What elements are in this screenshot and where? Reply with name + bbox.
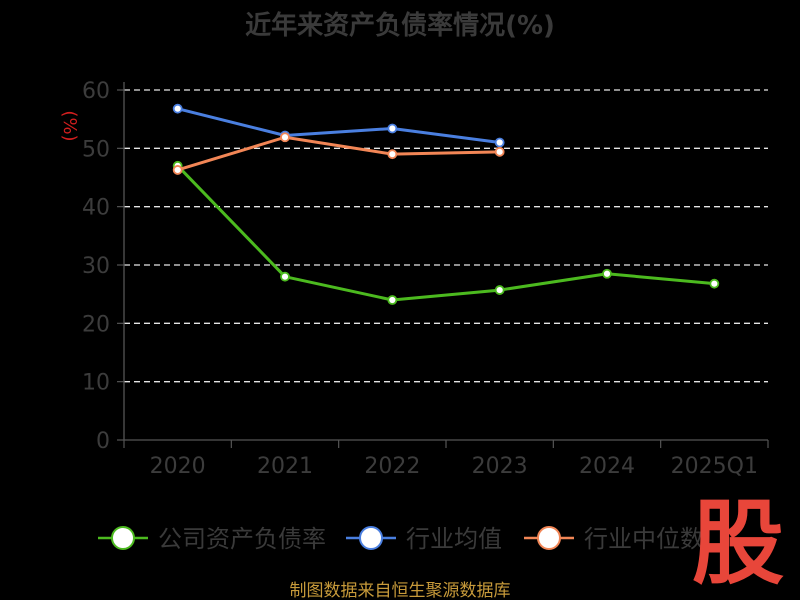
series-group <box>172 103 720 305</box>
data-point[interactable] <box>494 137 505 148</box>
y-tick-label: 50 <box>82 137 110 162</box>
x-tick-label: 2022 <box>364 454 420 479</box>
y-tick-label: 20 <box>82 312 110 337</box>
legend: 公司资产负债率 行业均值 行业中位数 <box>98 525 704 553</box>
source-note: 制图数据来自恒生聚源数据库 <box>290 581 511 600</box>
x-tick-label: 2023 <box>472 454 528 479</box>
data-point[interactable] <box>602 268 612 279</box>
series-line <box>176 164 715 302</box>
data-point[interactable] <box>709 278 720 289</box>
data-point[interactable] <box>387 295 398 305</box>
data-point[interactable] <box>280 271 290 282</box>
legend-marker[interactable] <box>111 526 135 550</box>
x-tick-label: 2024 <box>579 454 635 479</box>
x-tick-label: 2025Q1 <box>671 454 758 479</box>
data-point[interactable] <box>387 149 398 160</box>
legend-marker[interactable] <box>537 526 561 550</box>
y-tick-label: 0 <box>96 429 110 454</box>
watermark-logo: 股 <box>692 490 784 597</box>
data-point[interactable] <box>280 132 290 143</box>
legend-label[interactable]: 公司资产负债率 <box>158 525 326 553</box>
series-1 <box>172 103 505 148</box>
data-point[interactable] <box>494 146 505 157</box>
legend-label[interactable]: 行业中位数 <box>584 525 704 553</box>
data-point[interactable] <box>172 103 183 114</box>
y-tick-label: 30 <box>82 254 110 279</box>
data-point[interactable] <box>494 285 505 295</box>
y-axis-label: (%) <box>59 110 80 141</box>
y-tick-label: 10 <box>82 371 110 396</box>
y-tick-label: 60 <box>82 79 110 104</box>
series-line <box>177 107 500 144</box>
x-tick-label: 2020 <box>150 454 206 479</box>
series-2 <box>172 132 505 175</box>
data-point[interactable] <box>172 165 183 175</box>
y-tick-label: 40 <box>82 196 110 221</box>
chart-title: 近年来资产负债率情况(%) <box>245 10 555 41</box>
legend-marker[interactable] <box>359 526 383 550</box>
grid-lines <box>124 89 768 383</box>
legend-label[interactable]: 行业均值 <box>406 525 502 553</box>
data-point[interactable] <box>387 123 398 134</box>
x-tick-label: 2021 <box>257 454 313 479</box>
series-line <box>177 135 500 172</box>
axes: 0 10 20 30 40 50 60 2020 2021 2022 2023 2024 2025Q1 <box>82 79 769 479</box>
series-0 <box>172 160 720 305</box>
